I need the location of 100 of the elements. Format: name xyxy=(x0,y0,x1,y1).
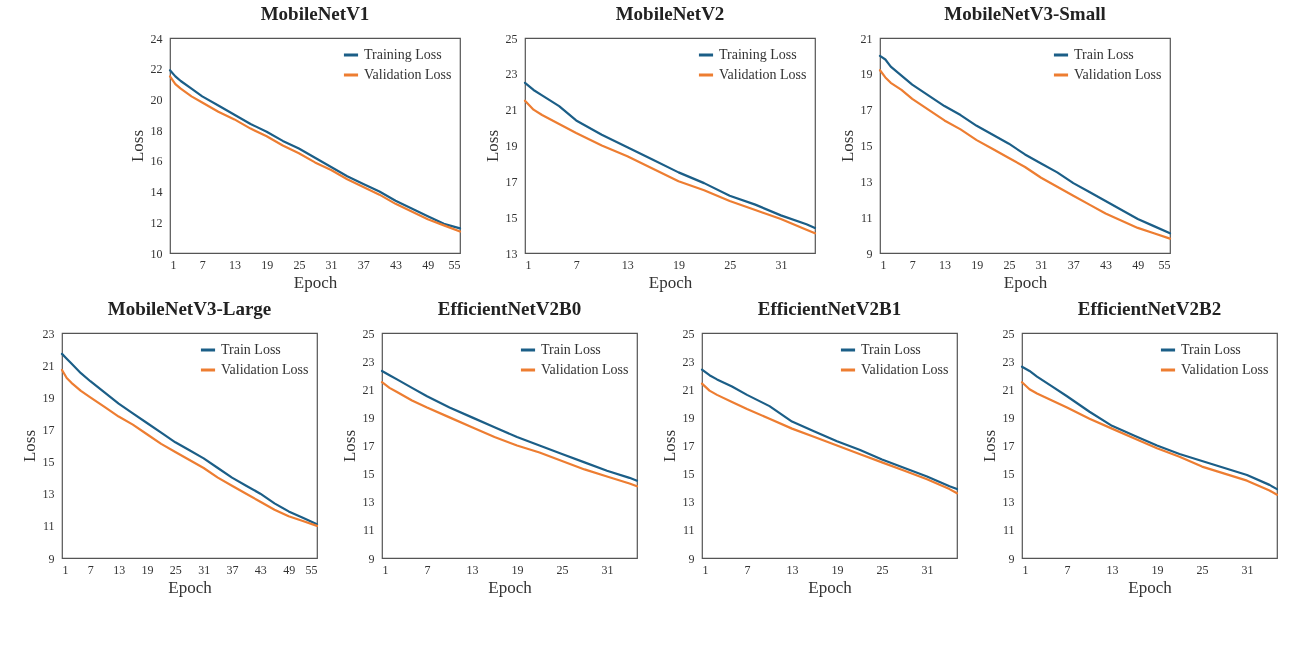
x-tick-label: 31 xyxy=(1241,562,1254,577)
x-tick-label: 7 xyxy=(573,257,580,272)
y-tick-label: 22 xyxy=(150,62,162,77)
y-tick-label: 11 xyxy=(682,523,695,538)
line-series xyxy=(380,381,639,488)
chart-title: MobileNetV1 xyxy=(260,3,369,24)
x-axis-title: Epoch xyxy=(488,577,533,597)
x-tick-label: 13 xyxy=(1106,562,1119,577)
x-tick-label: 7 xyxy=(87,562,94,577)
x-tick-label: 1 xyxy=(525,257,531,272)
chart-title: MobileNetV3-Large xyxy=(107,298,272,319)
legend-label: Validation Loss xyxy=(1073,67,1161,82)
line-series xyxy=(1020,381,1279,496)
x-tick-label: 13 xyxy=(786,562,799,577)
x-tick-label: 1 xyxy=(702,562,709,577)
y-tick-label: 25 xyxy=(362,326,375,341)
x-tick-label: 25 xyxy=(723,257,736,272)
x-tick-label: 25 xyxy=(876,562,889,577)
y-tick-label: 17 xyxy=(505,174,517,189)
x-tick-label: 7 xyxy=(1064,562,1071,577)
x-tick-label: 1 xyxy=(1022,562,1029,577)
x-tick-label: 1 xyxy=(382,562,389,577)
x-tick-label: 43 xyxy=(389,257,402,272)
legend-label: Validation Loss xyxy=(363,67,451,82)
x-tick-label: 19 xyxy=(831,562,844,577)
x-tick-label: 25 xyxy=(292,257,305,272)
y-tick-label: 9 xyxy=(688,551,695,566)
x-axis-title: Epoch xyxy=(808,577,853,597)
x-tick-label: 31 xyxy=(198,562,211,577)
y-axis-title: Loss xyxy=(659,429,679,463)
legend-label: Training Loss xyxy=(718,47,797,62)
y-tick-label: 15 xyxy=(1002,467,1015,482)
x-tick-label: 1 xyxy=(880,257,886,272)
legend-label: Validation Loss xyxy=(1181,362,1269,377)
legend-label: Train Loss xyxy=(221,342,281,357)
y-tick-label: 23 xyxy=(1002,354,1015,369)
legend-label: Train Loss xyxy=(1181,342,1241,357)
y-tick-label: 11 xyxy=(860,210,872,225)
y-tick-label: 25 xyxy=(1002,326,1015,341)
chart-title: MobileNetV2 xyxy=(615,3,724,24)
x-tick-label: 49 xyxy=(1131,257,1144,272)
x-tick-label: 7 xyxy=(744,562,751,577)
x-tick-label: 1 xyxy=(62,562,69,577)
y-tick-label: 13 xyxy=(362,495,375,510)
y-tick-label: 13 xyxy=(682,495,695,510)
y-axis-title: Loss xyxy=(19,429,39,463)
x-tick-label: 25 xyxy=(169,562,182,577)
y-axis-title: Loss xyxy=(837,129,856,163)
y-tick-label: 13 xyxy=(505,246,517,261)
y-tick-label: 18 xyxy=(150,123,162,138)
x-tick-label: 31 xyxy=(774,257,787,272)
y-tick-label: 9 xyxy=(368,551,375,566)
y-tick-label: 10 xyxy=(150,246,162,261)
y-tick-label: 13 xyxy=(42,487,55,502)
y-tick-label: 23 xyxy=(42,326,55,341)
x-tick-label: 7 xyxy=(909,257,916,272)
x-tick-label: 55 xyxy=(1158,257,1170,272)
x-tick-label: 43 xyxy=(1099,257,1112,272)
legend-label: Train Loss xyxy=(861,342,921,357)
y-tick-label: 14 xyxy=(150,185,162,200)
y-tick-label: 19 xyxy=(362,410,375,425)
x-tick-label: 13 xyxy=(466,562,479,577)
x-tick-label: 37 xyxy=(226,562,239,577)
x-tick-label: 31 xyxy=(325,257,338,272)
x-tick-label: 43 xyxy=(254,562,267,577)
x-tick-label: 55 xyxy=(448,257,460,272)
x-tick-label: 31 xyxy=(921,562,934,577)
y-tick-label: 21 xyxy=(1002,382,1015,397)
y-tick-label: 11 xyxy=(42,519,55,534)
y-tick-label: 21 xyxy=(860,31,872,46)
y-tick-label: 9 xyxy=(866,246,872,261)
y-tick-label: 19 xyxy=(1002,410,1015,425)
y-tick-label: 17 xyxy=(682,439,695,453)
y-tick-label: 17 xyxy=(1002,439,1015,453)
y-tick-label: 21 xyxy=(505,103,517,118)
y-tick-label: 15 xyxy=(860,139,872,153)
x-axis-title: Epoch xyxy=(293,272,338,292)
chart-title: EfficientNetV2B1 xyxy=(757,298,902,319)
x-axis-title: Epoch xyxy=(648,272,693,292)
y-tick-label: 21 xyxy=(362,382,375,397)
x-tick-label: 7 xyxy=(199,257,206,272)
legend-label: Validation Loss xyxy=(541,362,629,377)
x-tick-label: 49 xyxy=(283,562,296,577)
y-tick-label: 13 xyxy=(860,174,872,189)
y-tick-label: 15 xyxy=(362,467,375,482)
y-tick-label: 9 xyxy=(48,551,55,566)
y-tick-label: 25 xyxy=(682,326,695,341)
x-tick-label: 49 xyxy=(421,257,434,272)
y-tick-label: 23 xyxy=(505,67,517,82)
legend-label: Train Loss xyxy=(1073,47,1134,62)
x-tick-label: 13 xyxy=(938,257,951,272)
y-tick-label: 19 xyxy=(860,67,872,82)
x-tick-label: 31 xyxy=(601,562,614,577)
y-tick-label: 15 xyxy=(682,467,695,482)
x-tick-label: 13 xyxy=(113,562,126,577)
y-tick-label: 21 xyxy=(682,382,695,397)
x-tick-label: 37 xyxy=(1067,257,1080,272)
legend-label: Validation Loss xyxy=(718,67,806,82)
x-tick-label: 37 xyxy=(357,257,370,272)
y-tick-label: 17 xyxy=(42,422,55,437)
